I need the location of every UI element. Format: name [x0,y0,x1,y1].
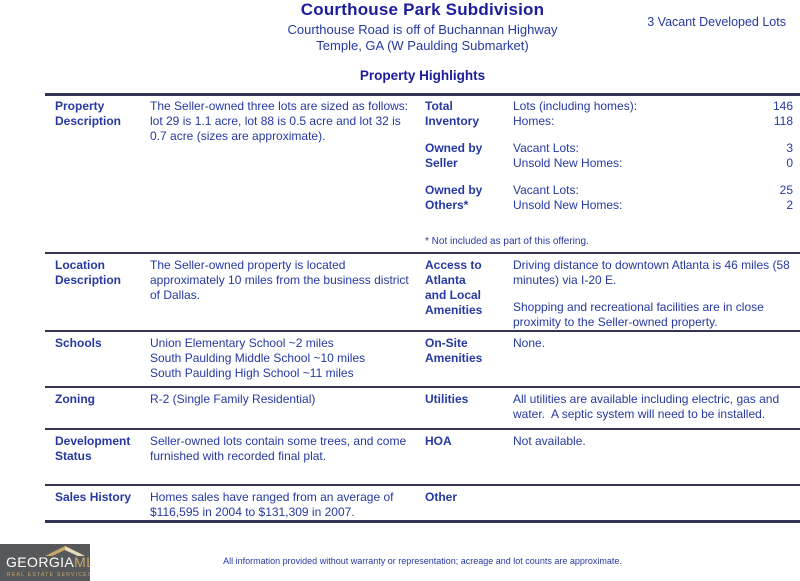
zoning-text: R-2 (Single Family Residential) [150,392,316,406]
logo-wordmark: GEORGIAMLS [6,555,90,569]
location-description-text: The Seller-owned property is located app… [150,258,409,302]
total-inventory-label: Total Inventory [425,99,480,128]
row-zoning: Zoning R-2 (Single Family Residential) U… [45,386,800,428]
onsite-amenities-text: None. [513,336,546,350]
row-sales-history: Sales History Homes sales have ranged fr… [45,484,800,520]
development-status-label: Development Status [55,434,131,463]
disclaimer-text: All information provided without warrant… [223,556,622,566]
subtitle-line2: Temple, GA (W Paulding Submarket) [316,38,529,53]
roof-icon [45,546,85,556]
inventory-group-total: Total Inventory Lots (including homes): … [425,99,800,129]
subtitle-line1: Courthouse Road is off of Buchannan High… [287,22,558,37]
owned-by-seller-label: Owned by Seller [425,141,483,170]
inventory-item: Vacant Lots: 25 [513,183,793,198]
item-name: Vacant Lots: [513,183,579,197]
utilities-text: All utilities are available including el… [513,392,780,421]
inventory-item: Unsold New Homes: 0 [513,156,793,171]
item-value: 3 [786,141,793,155]
logo-tagline: REAL ESTATE SERVICES [7,572,90,578]
inventory-group-seller: Owned by Seller Vacant Lots: 3 Unsold Ne… [425,141,800,171]
item-name: Lots (including homes): [513,99,638,113]
item-value: 2 [786,198,793,212]
item-name: Homes: [513,114,555,128]
access-paragraph: Shopping and recreational facilities are… [513,300,764,329]
inventory-group-others: Owned by Others* Vacant Lots: 25 Unsold … [425,183,800,213]
onsite-amenities-label: On-Site Amenities [425,336,483,365]
row-schools: Schools Union Elementary School ~2 miles… [45,330,800,386]
subtitle: Courthouse Road is off of Buchannan High… [45,22,800,54]
owned-by-others-label: Owned by Others* [425,183,483,212]
school-line: Union Elementary School ~2 miles [150,336,334,350]
item-value: 0 [786,156,793,170]
inventory-item: Homes: 118 [513,114,793,129]
logo-georgia-text: GEORGIA [6,554,75,570]
table-bottom-rule [45,520,800,523]
row-location-description: Location Description The Seller-owned pr… [45,252,800,330]
access-atlanta-label: Access to Atlanta and Local Amenities [425,258,483,317]
property-description-label: Property Description [55,99,122,128]
inventory-item: Vacant Lots: 3 [513,141,793,156]
school-line: South Paulding High School ~11 miles [150,366,354,380]
property-description-text: The Seller-owned three lots are sized as… [150,99,409,143]
other-label: Other [425,490,458,504]
item-name: Vacant Lots: [513,141,579,155]
school-line: South Paulding Middle School ~10 miles [150,351,366,365]
inventory-subtable: Total Inventory Lots (including homes): … [425,99,800,252]
hoa-label: HOA [425,434,452,448]
schools-text: Union Elementary School ~2 miles South P… [150,336,425,386]
row-development-status: Development Status Seller-owned lots con… [45,428,800,484]
property-highlights-table: Property Description The Seller-owned th… [45,93,800,523]
section-title: Property Highlights [359,68,486,83]
item-value: 146 [772,99,793,113]
georgiamls-logo: GEORGIAMLS REAL ESTATE SERVICES [0,544,90,581]
inventory-item: Lots (including homes): 146 [513,99,793,114]
header: Courthouse Park Subdivision Courthouse R… [45,0,800,84]
item-value: 25 [779,183,793,197]
other-text [513,490,800,520]
development-status-text: Seller-owned lots contain some trees, an… [150,434,407,463]
inventory-footnote: * Not included as part of this offering. [425,236,589,247]
access-atlanta-text: Driving distance to downtown Atlanta is … [513,258,800,330]
access-paragraph: Driving distance to downtown Atlanta is … [513,258,790,287]
item-name: Unsold New Homes: [513,156,623,170]
logo-mls-text: MLS [74,554,90,570]
schools-label: Schools [55,336,102,350]
inventory-item: Unsold New Homes: 2 [513,198,793,213]
page-title: Courthouse Park Subdivision [300,0,545,19]
location-description-label: Location Description [55,258,122,287]
item-name: Unsold New Homes: [513,198,623,212]
sales-history-text: Homes sales have ranged from an average … [150,490,394,519]
item-value: 118 [773,114,793,128]
utilities-label: Utilities [425,392,469,406]
row-property-description: Property Description The Seller-owned th… [45,93,800,252]
zoning-label: Zoning [55,392,95,406]
sales-history-label: Sales History [55,490,132,504]
vacant-lots-badge: 3 Vacant Developed Lots [647,15,786,29]
hoa-text: Not available. [513,434,586,448]
